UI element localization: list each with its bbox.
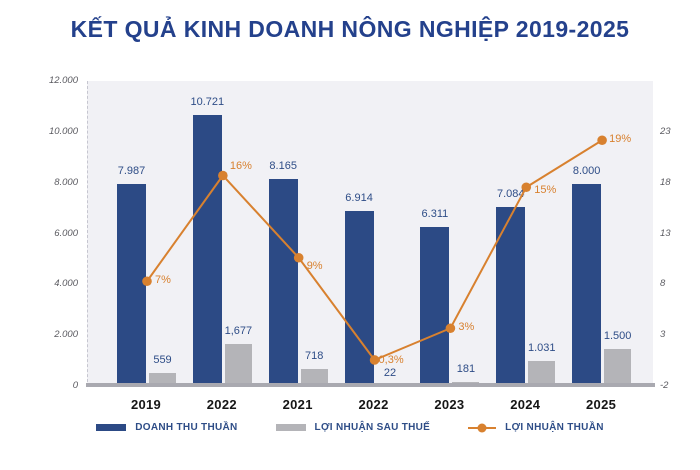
bar-value-label: 22	[383, 367, 397, 379]
axis-tick-right: 3	[660, 329, 666, 341]
bar-value-label: 559	[153, 353, 172, 366]
x-axis-label: 2025	[586, 397, 617, 412]
line-point-label: 16%	[229, 159, 252, 172]
x-axis-label: 2024	[510, 397, 541, 412]
x-axis-label: 2021	[282, 397, 313, 412]
line-point-label: 9%	[306, 259, 323, 272]
axis-tick-right: -2	[660, 380, 669, 391]
axis-tick-left: 4.000	[54, 278, 78, 290]
bar-value-label: 8.000	[572, 164, 601, 177]
axis-tick-right: 18	[660, 176, 671, 188]
revenue-swatch-icon	[96, 424, 127, 431]
x-axis-label: 2023	[434, 397, 465, 412]
bar-loi-nhuan-sau-thue	[528, 360, 556, 387]
x-axis-label: 2022	[358, 397, 389, 412]
net-profit-line	[142, 135, 607, 365]
legend: DOANH THU THUẦN LỢI NHUẬN SAU THUẾ LỢI N…	[0, 422, 700, 433]
x-axis-label: 2022	[206, 397, 237, 412]
bar-loi-nhuan-sau-thue	[300, 368, 328, 387]
axis-tick-right: 23	[660, 125, 671, 137]
line-point	[218, 170, 228, 181]
bar-value-label: 181	[456, 363, 476, 376]
bar-value-label: 1,677	[224, 325, 253, 338]
line-point	[445, 323, 456, 334]
bar-value-label: 6.914	[345, 192, 373, 205]
legend-label-net-profit: LỢI NHUẬN THUẦN	[505, 422, 604, 433]
bar-doanh-thu-thuan	[572, 183, 602, 387]
chart-title: KẾT QUẢ KINH DOANH NÔNG NGHIỆP 2019-2025	[70, 16, 630, 42]
bar-value-label: 6.311	[421, 207, 449, 220]
bar-value-label: 1.031	[527, 341, 556, 354]
legend-item-net-profit: LỢI NHUẬN THUẦN	[468, 422, 604, 433]
plot-area: 7.987 559 10.721 1,677 8.165 718 6.914 22 6.311 1…	[86, 81, 655, 387]
line-point	[293, 252, 304, 263]
bar-doanh-thu-thuan	[496, 206, 526, 387]
legend-label-profit-after-tax: LỢI NHUẬN SAU THUẾ	[314, 422, 431, 433]
legend-item-revenue: DOANH THU THUẦN	[96, 422, 237, 433]
line-point	[597, 135, 607, 146]
axis-tick-left: 8.000	[54, 176, 78, 188]
axis-tick-right: 13	[660, 227, 671, 239]
x-axis-baseline	[86, 383, 655, 387]
axis-tick-left: 10.000	[48, 125, 78, 137]
axis-tick-left: 12.000	[48, 75, 78, 86]
line-point	[521, 182, 532, 193]
legend-item-profit-after-tax: LỢI NHUẬN SAU THUẾ	[275, 422, 431, 433]
bar-value-label: 7.987	[117, 165, 146, 177]
net-profit-line-icon	[468, 423, 497, 432]
bar-value-label: 10.721	[190, 95, 225, 108]
bar-doanh-thu-thuan	[117, 184, 146, 387]
axis-tick-left: 6.000	[54, 227, 78, 239]
bar-loi-nhuan-sau-thue	[604, 348, 632, 387]
legend-label-revenue: DOANH THU THUẦN	[135, 422, 238, 433]
bar-doanh-thu-thuan	[192, 114, 222, 387]
bar-value-label: 1.500	[603, 329, 632, 342]
line-point-label: 0,3%	[378, 353, 404, 366]
x-axis-label: 2019	[130, 397, 162, 412]
bar-value-label: 8.165	[269, 160, 297, 173]
bar-doanh-thu-thuan	[268, 179, 298, 387]
line-point-label: 7%	[155, 274, 171, 287]
line-point-label: 19%	[609, 133, 632, 146]
bar-doanh-thu-thuan	[420, 226, 450, 387]
bar-loi-nhuan-sau-thue	[224, 344, 252, 387]
axis-tick-left: 0	[72, 380, 78, 391]
bar-doanh-thu-thuan	[344, 211, 374, 387]
axis-tick-left: 2.000	[54, 329, 78, 341]
profit-swatch-icon	[275, 424, 306, 431]
line-point	[142, 276, 152, 287]
line-point	[369, 355, 380, 365]
line-point-label: 3%	[458, 321, 475, 334]
line-point-label: 15%	[534, 184, 557, 197]
axis-tick-right: 8	[660, 278, 666, 290]
bar-value-label: 7.084	[496, 187, 525, 200]
bar-value-label: 718	[305, 349, 324, 362]
